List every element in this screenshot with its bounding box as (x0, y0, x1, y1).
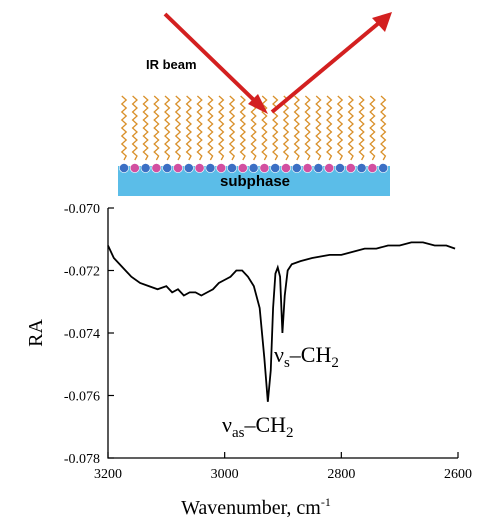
subscript: as (232, 425, 245, 441)
anion (281, 163, 291, 173)
anion (302, 163, 313, 173)
anion (173, 163, 183, 173)
annotation: νas–CH2 (222, 412, 294, 441)
x-tick-label: 2800 (327, 467, 355, 482)
alkyl-chain (336, 95, 344, 161)
anion (324, 163, 335, 173)
anion (216, 163, 227, 173)
cation (183, 163, 194, 173)
x-tick-label: 3000 (211, 467, 239, 482)
alkyl-chain (142, 95, 149, 161)
beams (163, 12, 392, 114)
alkyl-chain (293, 95, 300, 161)
y-tick-label: -0.076 (64, 390, 100, 405)
x-tick-label: 3200 (94, 467, 122, 482)
cation (335, 163, 345, 173)
subscript: s (284, 355, 290, 371)
alkyl-chain (369, 95, 376, 161)
spectrum-line (107, 241, 456, 402)
alkyl-chain (131, 95, 138, 161)
cation (248, 163, 259, 173)
alkyl-chain (218, 95, 225, 161)
alkyl-chain (196, 95, 203, 161)
text: Wavenumber, cm (181, 497, 321, 519)
arrowhead (372, 12, 392, 32)
subscript: 2 (286, 425, 294, 441)
text: ν (222, 412, 232, 437)
cation (119, 163, 129, 173)
text: ν (274, 342, 284, 367)
alkyl-chain (261, 95, 268, 161)
cation (205, 163, 216, 173)
text: –CH (289, 342, 332, 367)
anion (194, 163, 205, 173)
anion (367, 163, 378, 173)
cation (227, 163, 237, 173)
x-tick-label: 2600 (444, 467, 472, 482)
alkyl-chain (164, 95, 171, 161)
annotation: νs–CH2 (274, 342, 339, 371)
text: –CH (243, 412, 286, 437)
alkyl-chain (358, 95, 365, 161)
anion (129, 163, 140, 173)
y-tick-label: -0.072 (64, 265, 100, 280)
superscript: -1 (321, 495, 331, 509)
alkyl-chain (347, 95, 354, 161)
anion (345, 163, 356, 173)
arrowhead (248, 94, 268, 114)
y-axis-title: RA (25, 319, 47, 347)
alkyl-chain (304, 95, 311, 161)
subscript: 2 (331, 355, 339, 371)
alkyl-chain (153, 95, 160, 161)
alkyl-chain (207, 95, 214, 161)
diagram: subphase IR beam (118, 57, 390, 196)
subphase-label: subphase (220, 173, 290, 190)
alkyl-chain (239, 95, 246, 161)
incoming-beam (163, 12, 260, 106)
anion (237, 163, 248, 173)
alkyl-chain (228, 95, 236, 161)
alkyl-chain (282, 95, 290, 161)
x-axis-title: Wavenumber, cm-1 (181, 495, 331, 519)
y-tick-label: -0.078 (64, 452, 100, 467)
alkyl-chain (326, 95, 333, 161)
cation (270, 163, 281, 173)
outgoing-beam (270, 20, 382, 114)
cation (313, 163, 324, 173)
alkyl-chain (380, 95, 387, 161)
cation (162, 163, 173, 173)
alkyl-chain (120, 95, 128, 161)
y-tick-label: -0.074 (64, 327, 100, 342)
alkyl-chain (315, 95, 322, 161)
alkyl-chain (174, 95, 182, 161)
y-tick-label: -0.070 (64, 202, 100, 217)
cation (356, 163, 367, 173)
anion (259, 163, 270, 173)
cation (378, 163, 389, 173)
cation (140, 163, 151, 173)
alkyl-chain (185, 95, 192, 161)
cation (291, 163, 302, 173)
anion (151, 163, 162, 173)
beam-label: IR beam (146, 57, 197, 72)
